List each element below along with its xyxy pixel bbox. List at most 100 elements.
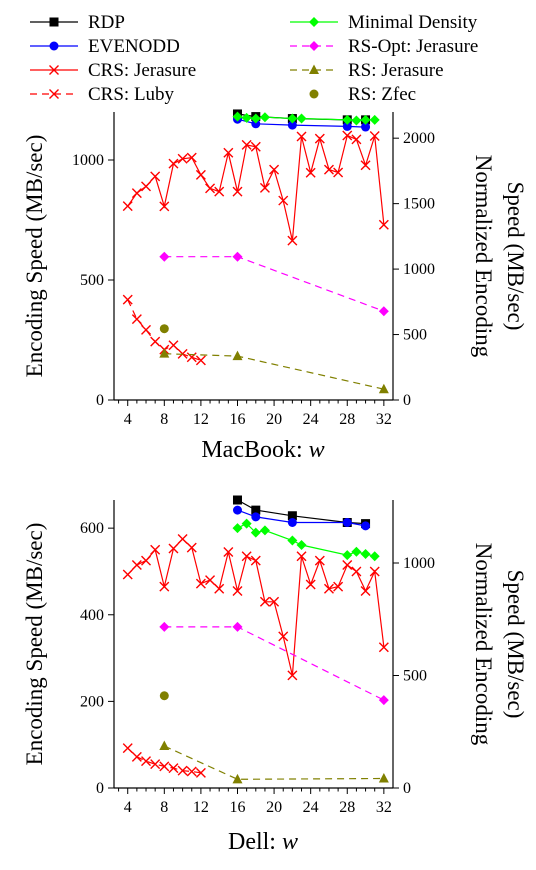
data-point [287,518,297,527]
legend-marker [49,17,59,27]
data-point [360,160,371,171]
data-point [131,188,142,199]
data-point [150,336,161,347]
data-point [232,111,243,122]
data-point [296,551,307,562]
y-tick-label-left: 500 [80,272,104,289]
data-point [296,540,307,550]
legend-item-crs-luby: CRS: Luby [30,84,175,105]
y-tick-label-right: 500 [403,668,427,685]
legend-marker [49,89,59,99]
x-tick-label: 24 [303,799,319,816]
y-tick-label-right: 0 [403,392,411,409]
data-point [342,121,352,131]
legend-marker [49,65,59,75]
x-tick-label: 8 [160,411,168,428]
x-tick-label: 28 [339,411,355,428]
data-point [159,348,170,358]
legend-item-rs-jerasure: RS: Jerasure [290,60,444,81]
series-line [127,134,385,241]
data-point [361,521,371,531]
data-point [141,555,152,566]
legend-marker [309,17,319,27]
data-point [195,169,206,180]
data-point [351,546,362,557]
data-point [214,583,225,594]
data-point [177,533,188,544]
series-evenodd [232,505,371,531]
series-line [164,626,385,701]
data-point [259,525,270,536]
data-point [241,518,252,529]
data-point [251,119,261,129]
data-point [122,294,133,305]
y2-axis-label: Normalized Encoding [471,155,496,358]
series-rs-jerasure [159,348,389,394]
chart-panel-1: 4 8 12 16 20 24 28 32 0 500 1000 0 500 1000 1500 2000 En… [22,109,528,463]
legend-label: RS: Jerasure [348,60,444,81]
data-point [251,505,261,515]
legend: RDP EVENODD CRS: Jerasure CRS: Luby Minimal … [30,12,478,105]
data-point [333,581,344,592]
series-rs-opt-jerasure [159,251,389,317]
data-point [195,355,206,366]
series-crs-jerasure [122,533,389,681]
data-point [351,566,362,577]
y-tick-label-right: 1500 [403,196,435,213]
x-tick-label: 28 [339,799,355,816]
legend-item-rs-opt-jerasure: RS-Opt: Jerasure [290,36,478,57]
series-minimal-density [232,518,380,562]
legend-item-crs-jerasure: CRS: Jerasure [30,60,196,81]
y2-axis-label: Normalized Encoding [471,543,496,746]
x-tick-label: 12 [193,799,209,816]
data-point [250,113,261,124]
x-tick-label: 20 [266,411,282,428]
x-tick-label: 20 [266,799,282,816]
data-point [159,740,170,750]
data-point [342,130,353,141]
data-point [314,555,325,566]
data-point [131,559,142,570]
data-point [131,751,142,762]
data-point [223,546,234,557]
data-point [122,743,133,754]
x-tick-label: 24 [303,411,319,428]
data-point [360,549,371,559]
data-point [250,555,261,566]
y-tick-label-left: 200 [80,693,104,710]
data-point [232,495,242,505]
data-point [269,164,280,175]
y-tick-label-left: 400 [80,607,104,624]
data-point [259,596,270,607]
data-point [305,579,316,590]
data-point [205,183,216,194]
data-point [369,114,380,125]
data-point [159,621,170,632]
data-point [314,133,325,144]
data-point [287,511,297,521]
legend-item-rdp: RDP [30,12,125,33]
data-point [159,761,170,772]
data-point [159,581,170,592]
data-point [168,340,179,351]
data-point [232,523,243,534]
data-point [342,550,353,561]
data-point [287,670,298,681]
x-tick-label: 32 [376,411,392,428]
data-point [296,131,307,142]
y-tick-label-left: 1000 [72,152,104,169]
data-point [186,542,197,553]
data-point [360,585,371,596]
data-point [369,131,380,141]
legend-marker [309,64,319,74]
data-point [232,251,243,262]
data-point [168,158,179,169]
data-point [369,551,380,562]
data-point [232,350,243,361]
x-tick-label: 16 [229,799,245,816]
legend-marker [309,89,319,99]
x-tick-label: 16 [229,411,245,428]
data-point [296,113,307,124]
data-point [378,772,389,783]
